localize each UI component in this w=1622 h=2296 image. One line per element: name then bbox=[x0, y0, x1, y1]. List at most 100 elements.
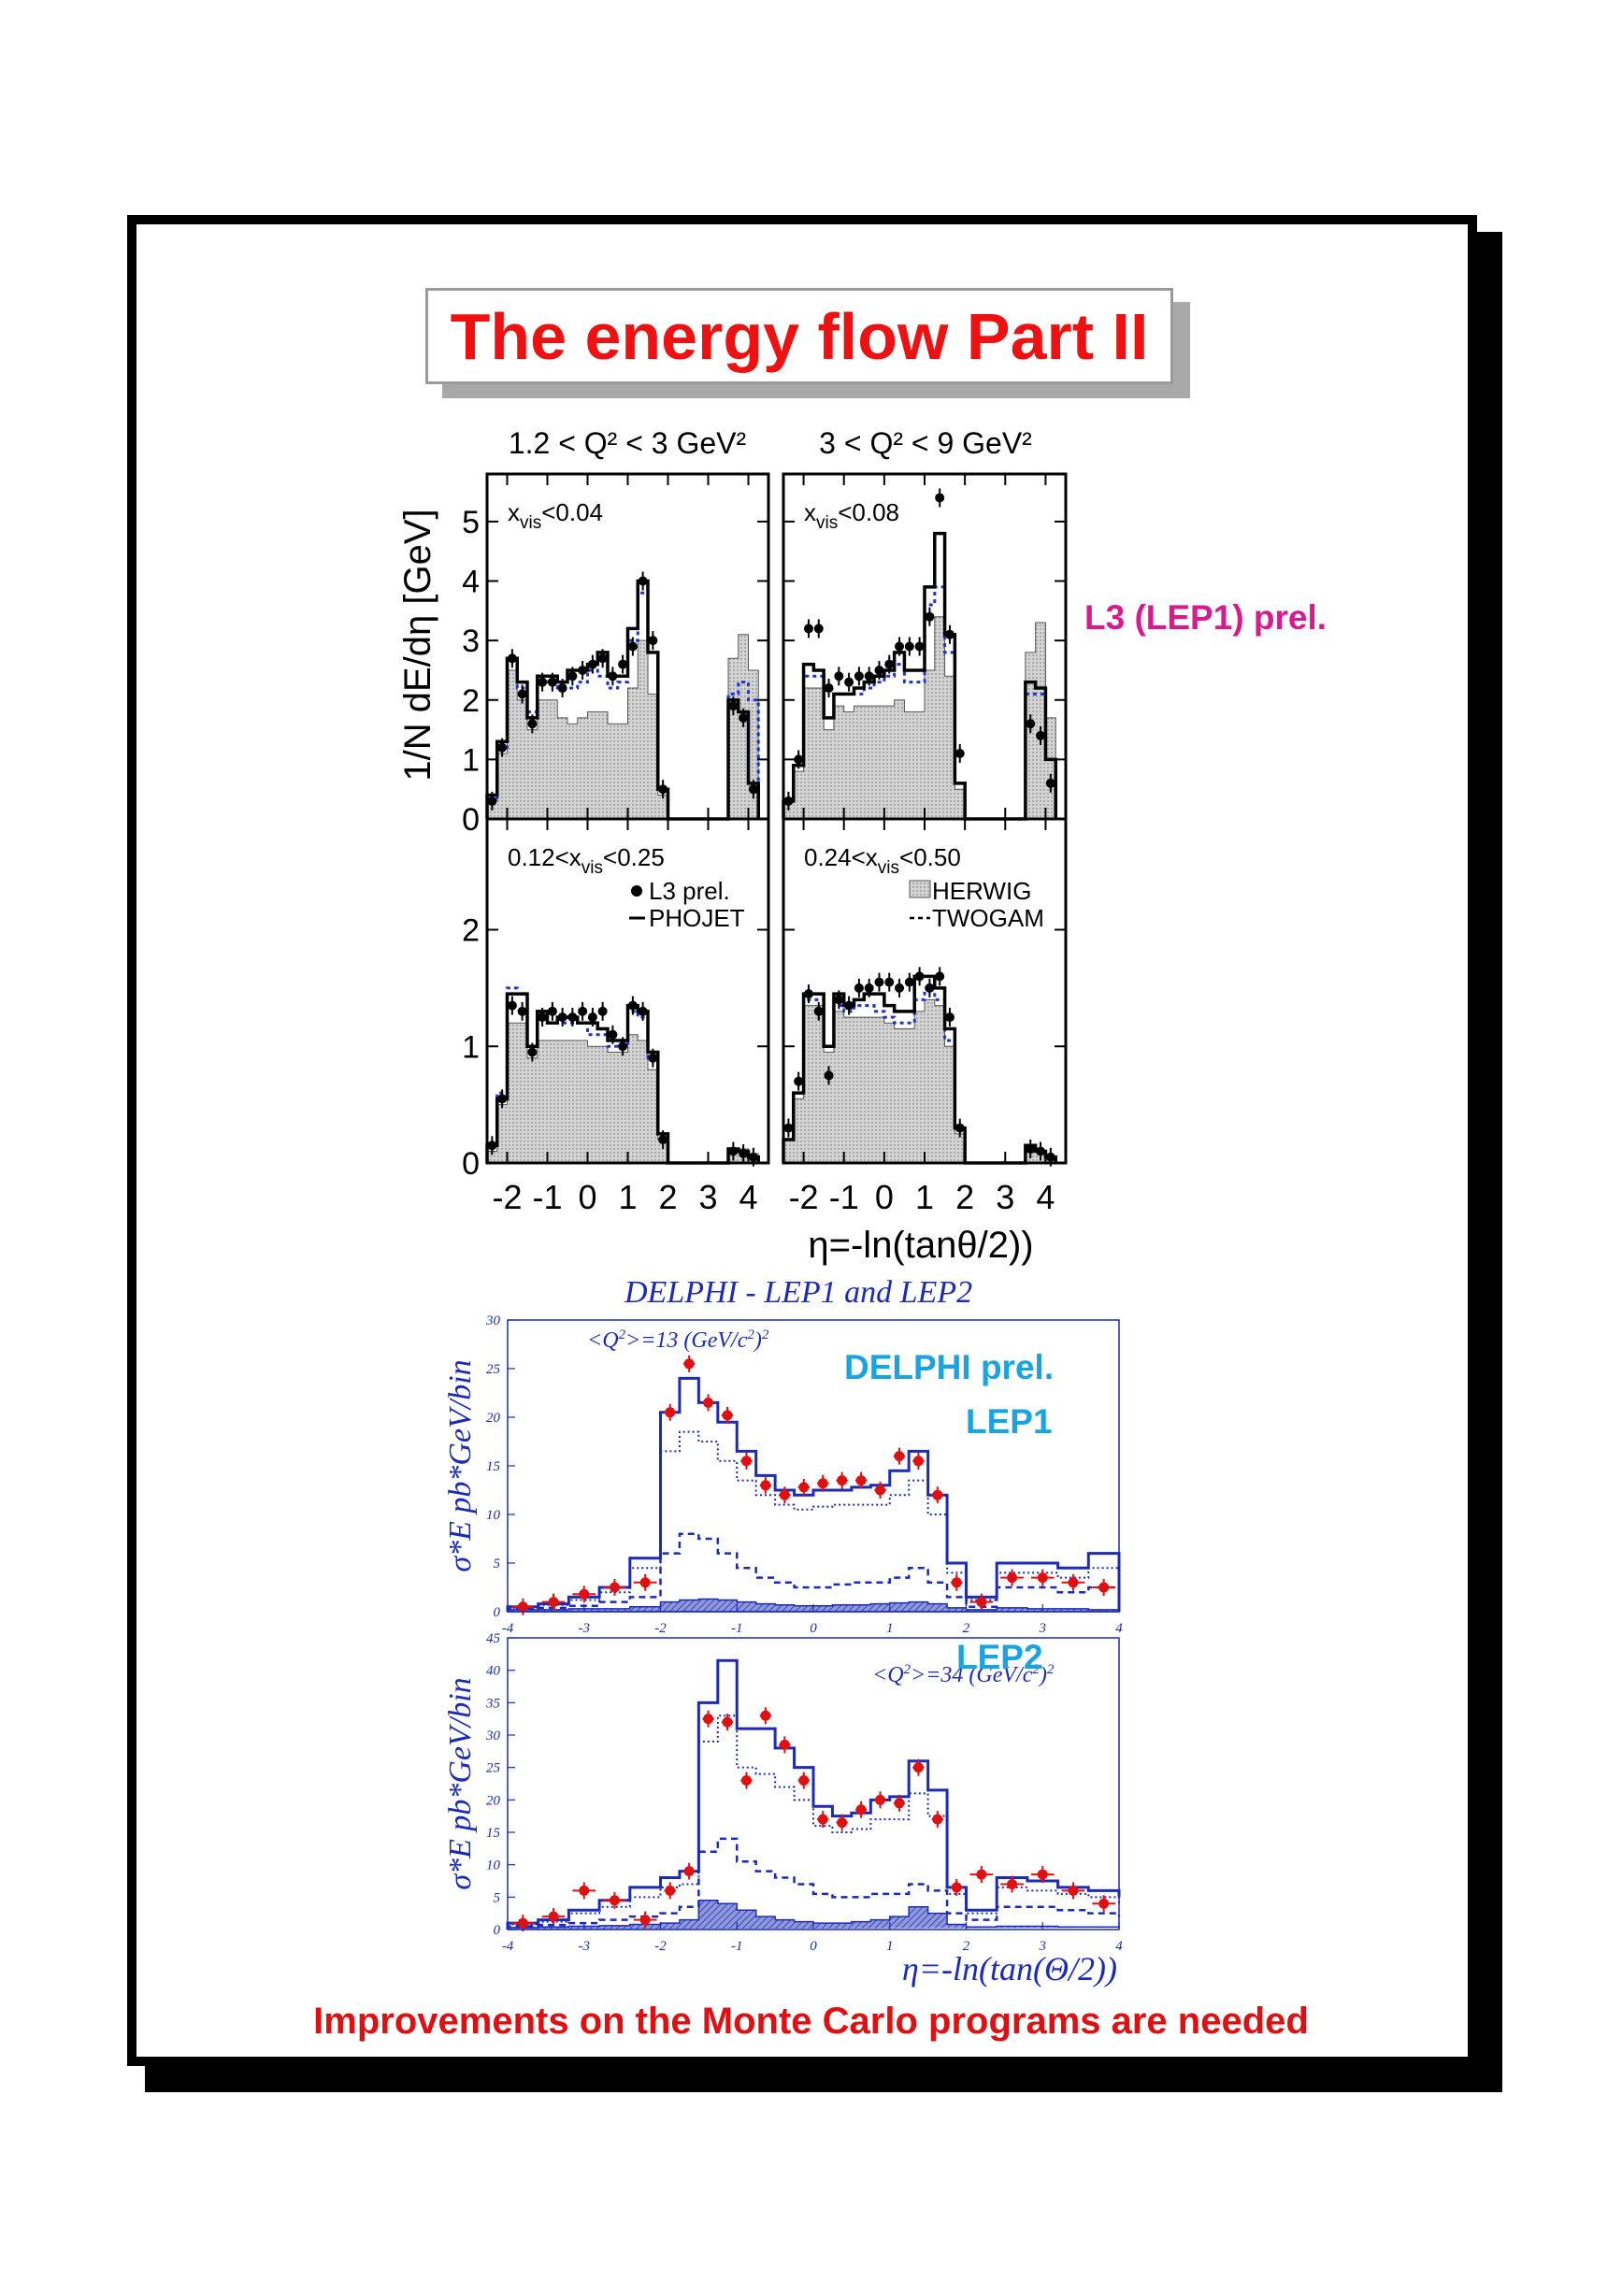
delphi-data-point bbox=[665, 1885, 676, 1896]
l3-data-point bbox=[507, 653, 517, 664]
l3-data-point bbox=[794, 1076, 804, 1086]
l3-xtick-label: 0 bbox=[578, 1178, 596, 1216]
l3-panel-label: 0.12<xvis<0.25 bbox=[508, 843, 665, 878]
delphi-data-point bbox=[1037, 1572, 1048, 1584]
delphi-mc-solid bbox=[506, 1658, 1121, 1930]
delphi-data-point bbox=[1007, 1572, 1018, 1584]
l3-xtick-label: 2 bbox=[955, 1178, 974, 1216]
legend-l3-label: L3 prel. bbox=[649, 877, 730, 905]
l3-data-point bbox=[527, 1047, 538, 1057]
l3-data-point bbox=[748, 1152, 758, 1162]
delphi-data-point bbox=[912, 1762, 924, 1773]
l3-data-point bbox=[844, 677, 854, 687]
l3-column-title-left: 1.2 < Q² < 3 GeV² bbox=[509, 426, 747, 460]
l3-data-point bbox=[567, 671, 578, 682]
l3-data-point bbox=[578, 665, 588, 675]
delphi-data-point bbox=[779, 1739, 790, 1750]
legend-phojet-label: PHOJET bbox=[649, 904, 745, 932]
l3-data-point bbox=[507, 1000, 517, 1011]
page-title: The energy flow Part II bbox=[450, 299, 1149, 373]
l3-experiment-label: L3 (LEP1) prel. bbox=[1084, 598, 1328, 637]
l3-data-point bbox=[658, 1135, 668, 1145]
delphi-xtick-label: 2 bbox=[963, 1939, 970, 1954]
delphi-data-point bbox=[1007, 1878, 1018, 1889]
l3-xtick-label: 4 bbox=[739, 1178, 757, 1216]
l3-data-point bbox=[783, 796, 794, 806]
l3-data-point bbox=[874, 977, 884, 987]
delphi-xtick-label: 0 bbox=[810, 1939, 817, 1954]
delphi-ytick-label: 5 bbox=[494, 1890, 501, 1905]
delphi-data-point bbox=[1098, 1582, 1110, 1593]
l3-data-point bbox=[895, 983, 905, 993]
lep2-label: LEP2 bbox=[956, 1638, 1043, 1676]
delphi-data-point bbox=[951, 1882, 962, 1893]
l3-data-point bbox=[935, 493, 945, 503]
l3-data-point bbox=[517, 689, 527, 699]
delphi-data-point bbox=[976, 1869, 987, 1880]
l3-ytick-label: 3 bbox=[462, 624, 480, 659]
delphi-xtick-label: -2 bbox=[654, 1939, 667, 1954]
l3-data-point bbox=[1036, 730, 1046, 740]
l3-data-point bbox=[914, 971, 925, 982]
delphi-xtick-label: 0 bbox=[810, 1621, 817, 1636]
l3-data-point bbox=[955, 749, 965, 759]
l3-data-point bbox=[895, 641, 905, 652]
delphi-ytick-label: 30 bbox=[485, 1313, 501, 1328]
delphi-ytick-label: 15 bbox=[486, 1459, 501, 1474]
l3-xtick-label: 3 bbox=[698, 1178, 717, 1216]
l3-ytick-label: 5 bbox=[462, 505, 480, 540]
l3-data-point bbox=[944, 1012, 955, 1023]
delphi-ytick-label: 0 bbox=[494, 1923, 501, 1938]
delphi-xtick-label: 4 bbox=[1115, 1621, 1123, 1636]
l3-data-point bbox=[884, 977, 895, 987]
l3-data-point bbox=[874, 665, 884, 675]
l3-panel-0-0: 0 1 2 3 4 5 xvis<0.04 bbox=[462, 472, 770, 838]
l3-data-point bbox=[813, 624, 824, 634]
l3-panel-label: xvis<0.08 bbox=[804, 498, 899, 533]
l3-data-point bbox=[497, 1094, 508, 1104]
l3-data-point bbox=[557, 683, 567, 694]
delphi-data-point bbox=[817, 1814, 828, 1825]
delphi-panel-0: 0 5 10 15 20 25 30 -4 -3 -2 -1 0 1 2 3 4 <Q2>=13 (GeV/c2… bbox=[443, 1313, 1123, 1636]
l3-data-point bbox=[783, 1123, 794, 1133]
delphi-ytick-label: 15 bbox=[486, 1826, 501, 1841]
l3-xtick-label: 1 bbox=[915, 1178, 934, 1216]
l3-data-point bbox=[864, 671, 874, 682]
delphi-data-point bbox=[894, 1451, 905, 1462]
l3-data-point bbox=[627, 641, 638, 652]
legend-twogam-label: TWOGAM bbox=[932, 904, 1044, 932]
delphi-xtick-label: -1 bbox=[731, 1939, 743, 1954]
delphi-prel-label: DELPHI prel. bbox=[844, 1348, 1055, 1386]
l3-data-point bbox=[618, 1041, 628, 1052]
l3-xtick-label: -2 bbox=[789, 1178, 819, 1216]
delphi-data-point bbox=[579, 1588, 590, 1600]
l3-data-point bbox=[904, 641, 914, 652]
delphi-panel-1: 0 5 10 15 20 25 30 35 40 45 -4 -3 -2 -1 0 1 2 3 4 <Q2>=34 (… bbox=[443, 1631, 1123, 1954]
l3-ytick-label: 1 bbox=[462, 1029, 480, 1065]
delphi-data-point bbox=[548, 1911, 559, 1922]
l3-data-point bbox=[739, 1149, 749, 1159]
delphi-data-point bbox=[683, 1358, 695, 1370]
delphi-data-point bbox=[932, 1814, 943, 1825]
l3-data-point bbox=[864, 983, 874, 993]
l3-data-point bbox=[1026, 1144, 1036, 1155]
delphi-data-point bbox=[855, 1804, 867, 1815]
delphi-data-point bbox=[517, 1601, 528, 1613]
delphi-xtick-label: 1 bbox=[886, 1939, 894, 1954]
l3-data-point bbox=[497, 742, 508, 753]
l3-data-point bbox=[557, 1012, 567, 1023]
l3-data-point bbox=[854, 671, 864, 682]
l3-panel-1-1: 0.24<xvis<0.50 bbox=[782, 817, 1068, 1167]
l3-data-point bbox=[638, 576, 648, 586]
delphi-xtick-label: 1 bbox=[886, 1621, 894, 1636]
legend-l3-marker bbox=[631, 885, 642, 897]
l3-data-point bbox=[567, 1012, 578, 1023]
l3-data-point bbox=[925, 983, 935, 993]
l3-y-axis-label: 1/N dE/dη [GeV] bbox=[397, 509, 438, 781]
l3-data-point bbox=[884, 659, 895, 669]
delphi-xtick-label: -1 bbox=[731, 1621, 743, 1636]
delphi-data-point bbox=[932, 1489, 943, 1500]
delphi-data-point bbox=[683, 1866, 695, 1877]
delphi-data-point bbox=[722, 1716, 733, 1728]
delphi-data-point bbox=[912, 1456, 924, 1467]
